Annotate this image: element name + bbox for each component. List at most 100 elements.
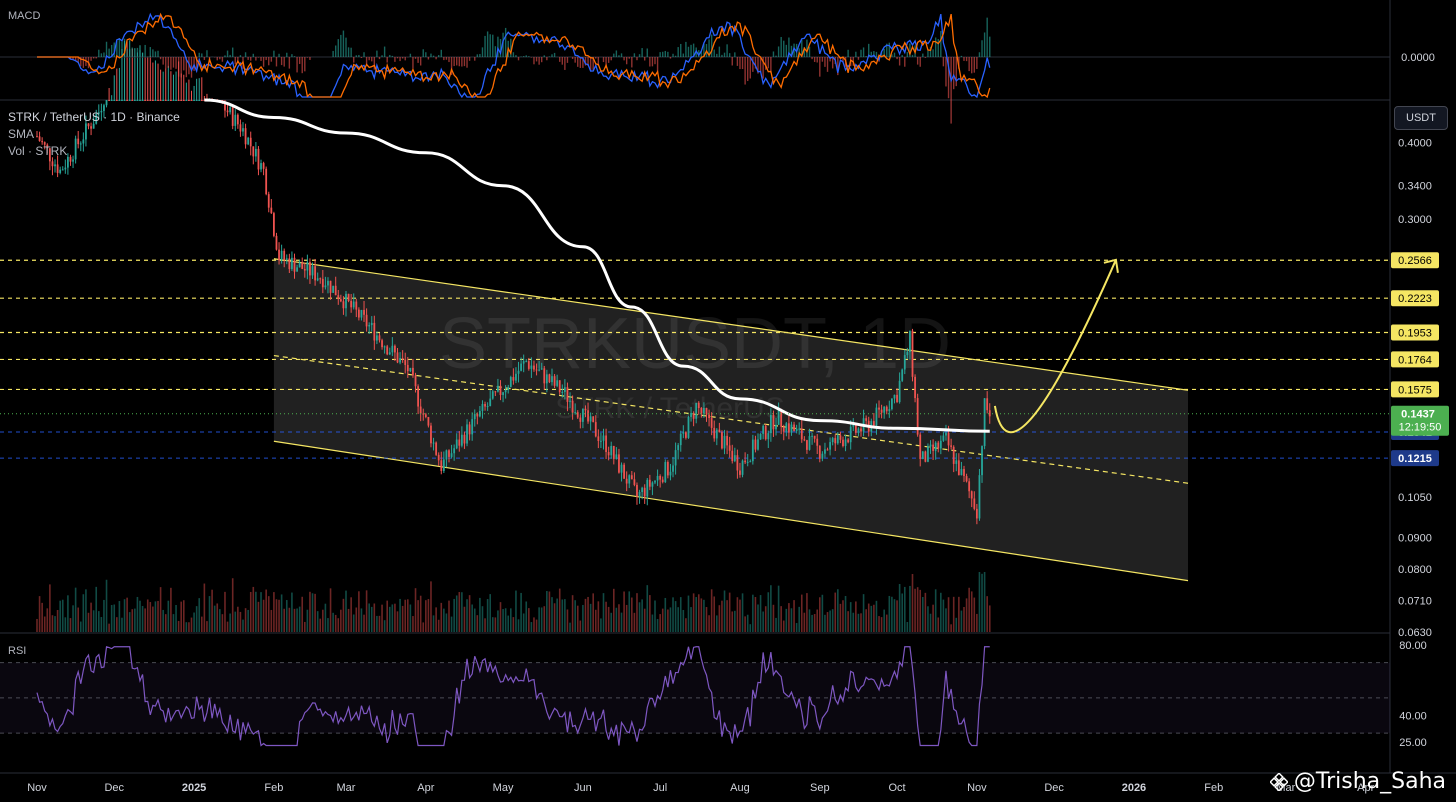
macd-histogram-bar [438, 55, 440, 57]
macd-histogram-bar [680, 43, 682, 57]
candle-body [656, 475, 659, 481]
candle-body [834, 438, 837, 444]
volume-bar [777, 585, 780, 632]
macd-histogram-bar [401, 57, 404, 59]
candle-body [579, 417, 582, 422]
macd-histogram-bar [340, 34, 342, 57]
candle-body [571, 400, 574, 413]
candle-body [319, 278, 322, 280]
currency-unit-button[interactable]: USDT [1394, 106, 1448, 130]
macd-histogram-bar [749, 57, 751, 79]
macd-histogram-bar [842, 57, 844, 62]
macd-histogram-bar [883, 48, 885, 57]
volume-bar [806, 593, 808, 632]
macd-histogram-bar [816, 57, 818, 63]
macd-histogram-bar [767, 57, 769, 69]
volume-bar [82, 594, 85, 632]
candle-body [437, 454, 440, 461]
macd-histogram-bar [811, 57, 813, 60]
macd-histogram-bar [298, 57, 301, 64]
volume-bar [741, 593, 744, 632]
volume-bar [515, 590, 517, 632]
volume-bar [780, 606, 782, 632]
macd-histogram-bar [476, 54, 479, 57]
candle-body [388, 352, 391, 355]
macd-histogram-bar [425, 52, 427, 57]
volume-bar [927, 606, 929, 632]
candle-body [497, 385, 499, 392]
candle-body [324, 285, 327, 288]
volume-bar [770, 585, 772, 632]
volume-bar [602, 593, 605, 632]
macd-histogram-bar [286, 52, 288, 57]
volume-bar [177, 620, 180, 632]
macd-histogram-bar [718, 46, 721, 57]
macd-histogram-bar [288, 57, 291, 69]
candle-body [803, 439, 806, 441]
volume-bar [566, 609, 569, 632]
macd-histogram-bar [237, 57, 239, 63]
candle-body [811, 435, 813, 437]
candle-body [741, 460, 744, 475]
candle-body [149, 100, 152, 101]
candle-body [193, 100, 195, 101]
macd-histogram-bar [631, 57, 633, 68]
candles [36, 40, 991, 525]
macd-histogram-bar [229, 54, 231, 57]
volume-bar [844, 595, 847, 632]
candle-body [661, 479, 664, 483]
volume-bar [571, 595, 574, 632]
macd-histogram-bar [456, 57, 458, 66]
candle-body [123, 100, 126, 101]
volume-bar [180, 601, 182, 632]
macd-histogram-bar [649, 57, 651, 67]
volume-bar [775, 617, 777, 632]
candle-body [236, 114, 239, 125]
candle-body [234, 114, 237, 126]
macd-histogram-bar [548, 56, 551, 57]
candle-body [906, 352, 909, 356]
candle-body [880, 409, 883, 413]
volume-bar [643, 608, 646, 632]
candle-body [151, 100, 154, 101]
candle-body [154, 100, 157, 101]
volume-bar [914, 588, 916, 632]
macd-histogram-bar [239, 55, 242, 57]
candle-body [721, 432, 723, 449]
volume-bar [327, 618, 329, 632]
candle-body [553, 376, 556, 386]
volume-bar [489, 594, 491, 632]
macd-histogram-bar [929, 46, 932, 57]
volume-bar [952, 596, 955, 632]
candle-body [146, 100, 149, 101]
macd-histogram-bar [389, 54, 391, 57]
volume-bar [352, 614, 355, 632]
candle-body [574, 412, 577, 414]
volume-bar [829, 610, 831, 632]
macd-histogram-bar [206, 50, 208, 57]
volume-bar [401, 605, 404, 632]
symbol-title[interactable]: STRK / TetherUS · 1D · Binance [8, 110, 180, 124]
candle-body [394, 345, 396, 353]
macd-histogram-bar [826, 57, 829, 72]
volume-bar [723, 590, 726, 632]
macd-histogram-bar [976, 57, 978, 69]
volume-bar [605, 601, 607, 632]
candle-body [679, 433, 682, 446]
macd-histogram-bar [821, 57, 824, 62]
macd-histogram-bar [414, 57, 417, 59]
candle-body [687, 416, 690, 438]
volume-bar [188, 622, 190, 632]
macd-histogram-bar [551, 54, 553, 57]
macd-histogram-bar [252, 53, 254, 57]
volume-indicator-label[interactable]: Vol · STRK [8, 144, 68, 158]
candle-body [56, 164, 59, 173]
candle-body [502, 392, 504, 395]
macd-histogram-bar [801, 39, 803, 57]
rsi-tick-label: 25.00 [1399, 737, 1427, 749]
sma-indicator-label[interactable]: SMA [8, 127, 35, 141]
macd-histogram-bar [543, 55, 545, 57]
candle-body [463, 434, 466, 444]
macd-histogram-bar [726, 44, 728, 57]
